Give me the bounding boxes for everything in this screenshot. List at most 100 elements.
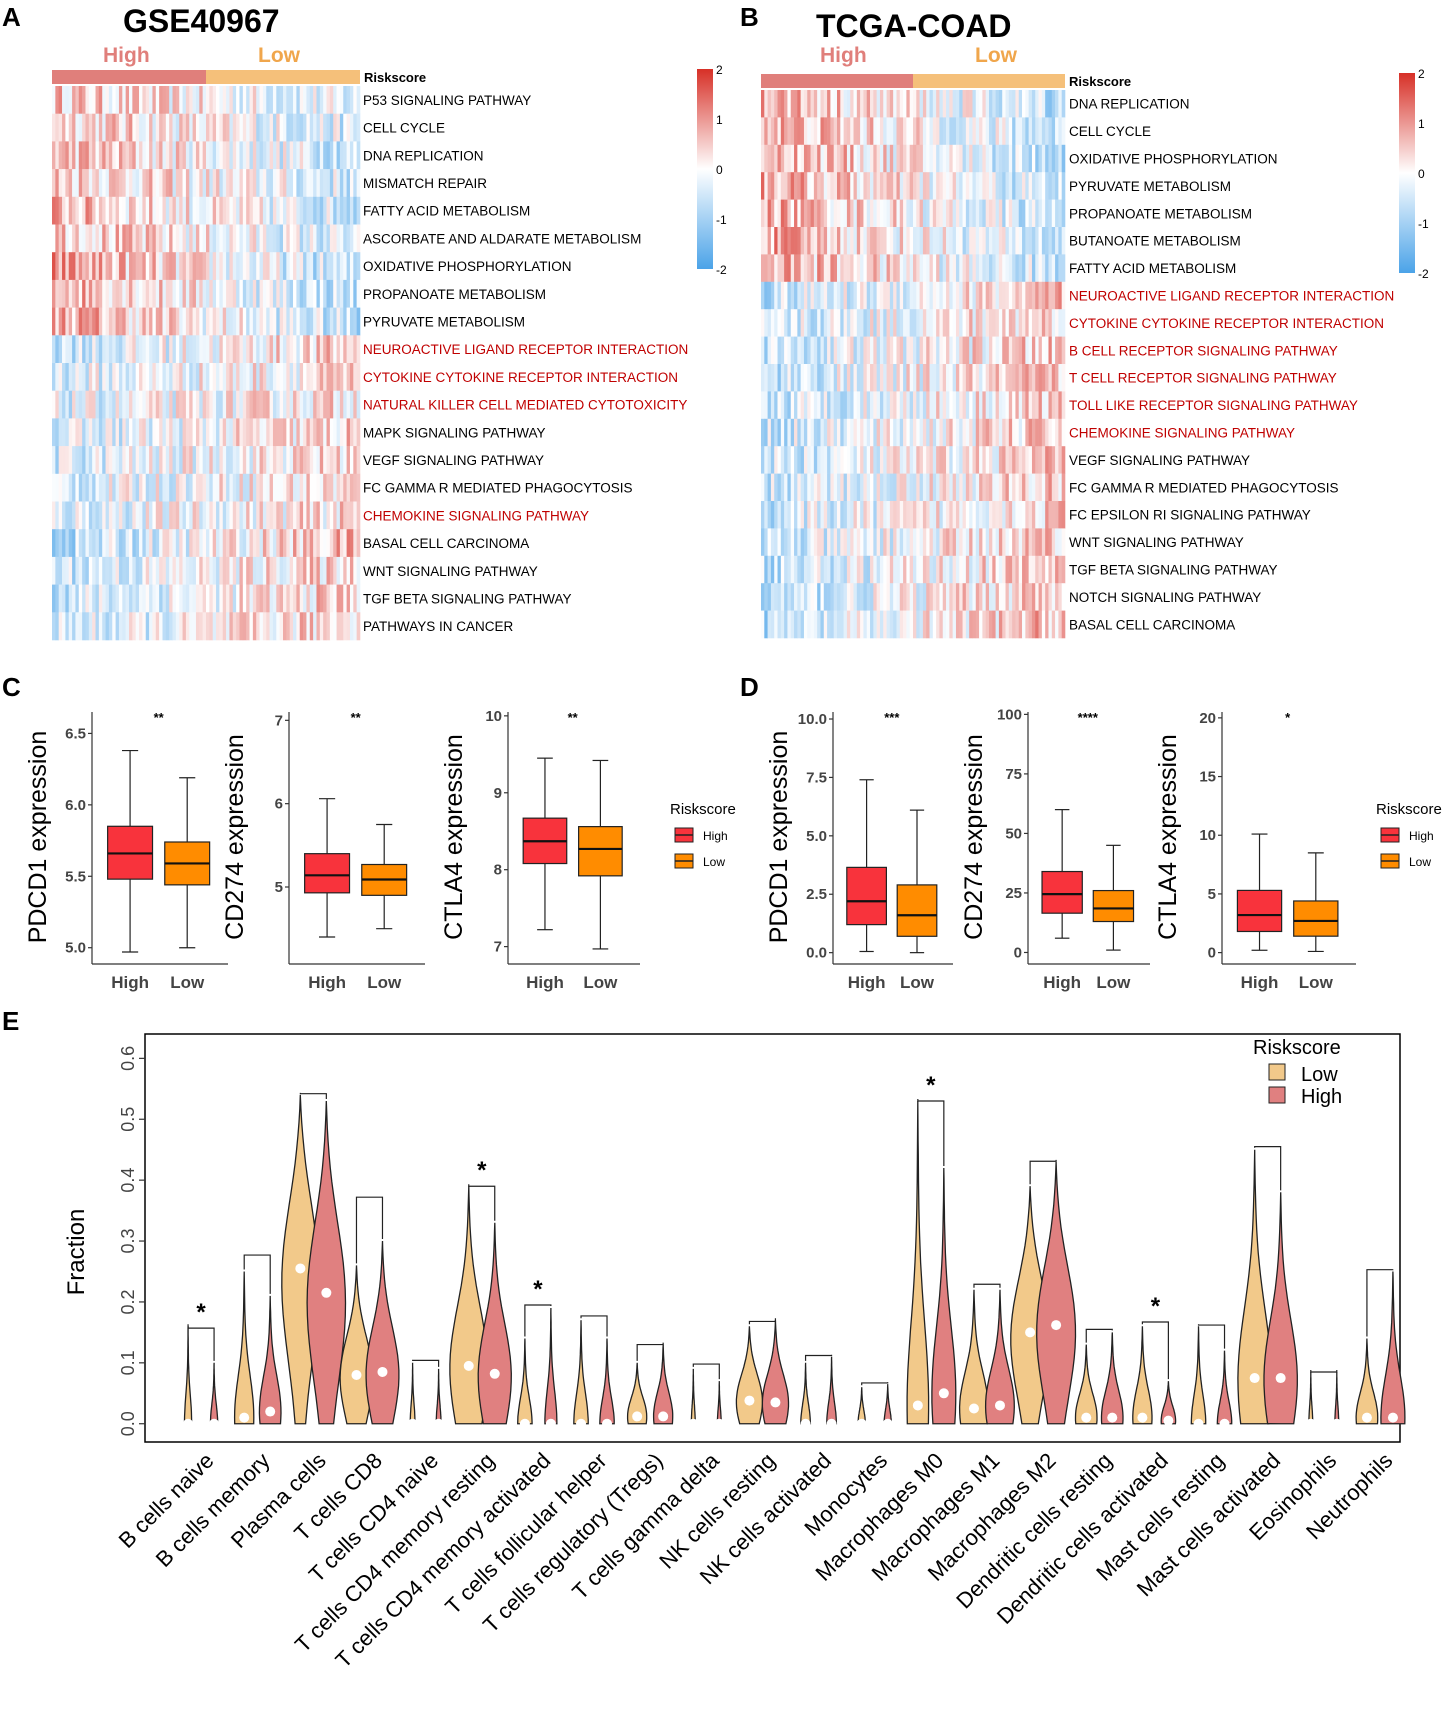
heatmap-cell (856, 281, 861, 310)
heatmap-cell (794, 610, 798, 639)
x-tick-label: Low (900, 973, 935, 992)
heatmap-cell (316, 418, 321, 447)
heatmap-cell (870, 144, 874, 173)
heatmap-cell (959, 281, 963, 310)
heatmap-cell (962, 555, 967, 584)
heatmap-cell (135, 113, 140, 142)
heatmap-cell (995, 583, 1000, 611)
heatmap-cell (296, 335, 301, 364)
heatmap-cell (863, 309, 868, 337)
heatmap-cell (309, 363, 314, 391)
heatmap-cell (860, 309, 864, 337)
heatmap-cell (979, 528, 983, 557)
heatmap-cell (286, 390, 290, 419)
heatmap-cell (959, 144, 963, 173)
heatmap-cell (992, 144, 996, 173)
panel-a: A GSE40967 High Low Riskscore P53 SIGNAL… (2, 2, 727, 641)
heatmap-cell (195, 169, 200, 198)
heatmap-cell (761, 199, 765, 228)
heatmap-cell (896, 583, 901, 611)
heatmap-cell (199, 390, 203, 419)
heatmap-cell (212, 279, 217, 308)
heatmap-cell (52, 307, 56, 336)
heatmap-cell (192, 196, 197, 225)
heatmap-cell (916, 281, 920, 310)
heatmap-cell (319, 141, 324, 170)
heatmap-cell (761, 281, 765, 310)
heatmap-cell (810, 336, 815, 365)
heatmap-cell (903, 473, 907, 502)
heatmap-cell (88, 252, 93, 281)
heatmap-cell (955, 418, 960, 447)
heatmap-cell (879, 528, 884, 557)
heatmap-cell (975, 144, 980, 173)
heatmap-cell (886, 144, 891, 173)
heatmap-cell (807, 90, 811, 118)
heatmap-cell (873, 364, 877, 392)
heatmap-cell (319, 335, 324, 364)
heatmap-cell (283, 169, 287, 198)
heatmap-cell (1038, 199, 1043, 228)
heatmap-cell (185, 335, 190, 364)
heatmap-cell (266, 556, 270, 585)
heatmap-cell (199, 556, 203, 585)
heatmap-cell (75, 418, 80, 447)
heatmap-cell (175, 224, 180, 253)
heatmap-cell (269, 529, 274, 558)
heatmap-cell (135, 612, 140, 641)
heatmap-cell (246, 113, 250, 142)
heatmap-cell (767, 281, 772, 310)
heatmap-cell (165, 252, 170, 281)
heatmap-cell (132, 169, 136, 198)
heatmap-cell (102, 501, 106, 530)
heatmap-cell (764, 583, 768, 611)
heatmap-cell (1018, 309, 1023, 337)
heatmap-cell (774, 528, 778, 557)
heatmap-cell (962, 528, 967, 557)
heatmap-cell (95, 224, 100, 253)
heatmap-cell (837, 473, 841, 502)
heatmap-cell (952, 583, 957, 611)
heatmap-cell (152, 86, 157, 114)
heatmap-cell (807, 583, 811, 611)
heatmap-cell (1055, 391, 1059, 420)
heatmap-cell (1055, 199, 1059, 228)
heatmap-cell (906, 555, 910, 584)
heatmap-cell (1058, 501, 1062, 529)
heatmap-cell (1041, 172, 1046, 200)
heatmap-cell (1051, 418, 1056, 447)
heatmap-cell (787, 281, 792, 310)
heatmap-cell (939, 144, 944, 173)
median-dot-low (856, 1418, 867, 1429)
heatmap-cell (946, 281, 950, 310)
median-dot-high (265, 1406, 276, 1417)
heatmap-cell (909, 501, 914, 529)
heatmap-cell (790, 254, 795, 283)
heatmap-cell (192, 335, 197, 364)
heatmap-cell (88, 612, 93, 641)
heatmap-cell (132, 113, 136, 142)
heatmap-cell (1045, 117, 1049, 146)
heatmap-cell (873, 227, 877, 255)
heatmap-cell (1038, 281, 1043, 310)
heatmap-cell (962, 391, 967, 420)
heatmap-cell (777, 583, 782, 611)
heatmap-cell (1045, 501, 1049, 529)
heatmap-cell (212, 556, 217, 585)
heatmap-cell (232, 279, 237, 308)
heatmap-cell (179, 418, 183, 447)
heatmap-cell (242, 279, 247, 308)
heatmap-cell (262, 529, 267, 558)
heatmap-cell (813, 281, 818, 310)
heatmap-cell (1002, 501, 1006, 529)
panel-b: B TCGA-COAD High Low Riskscore DNA REPLI… (740, 2, 1429, 639)
heatmap-cell (843, 364, 848, 392)
heatmap-cell (316, 196, 321, 225)
heatmap-cell (135, 418, 140, 447)
heatmap-cell (856, 336, 861, 365)
heatmap-cell (202, 224, 207, 253)
heatmap-cell (989, 172, 993, 200)
heatmap-cell (182, 529, 187, 558)
heatmap-cell (239, 113, 244, 142)
heatmap-cell (283, 529, 287, 558)
